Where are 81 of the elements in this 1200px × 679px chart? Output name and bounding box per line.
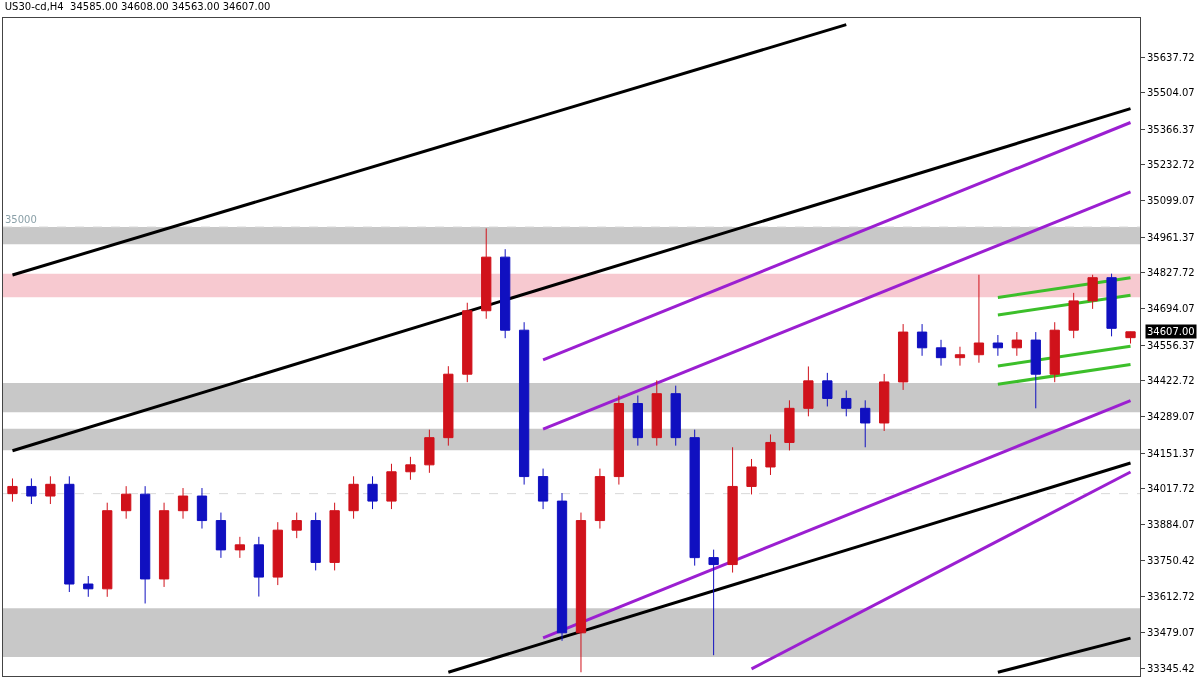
- candlestick: [1087, 274, 1098, 310]
- candlestick: [575, 512, 587, 673]
- candlestick: [746, 458, 757, 495]
- ref-line-label: 35000: [5, 214, 37, 225]
- candlestick: [291, 512, 302, 539]
- candlestick: [121, 485, 132, 520]
- candlestick: [424, 429, 435, 474]
- candlestick: [348, 475, 359, 520]
- candlestick: [670, 385, 681, 447]
- candlestick: [689, 429, 700, 567]
- candlestick: [954, 346, 966, 367]
- candlestick: [102, 502, 113, 598]
- candlestick: [139, 485, 151, 604]
- chart-title: US30-cd,H4 34585.00 34608.00 34563.00 34607.00: [4, 1, 271, 13]
- candlestick: [1068, 292, 1079, 339]
- candlestick: [367, 475, 378, 510]
- candlestick: [860, 399, 871, 448]
- candlestick: [1049, 321, 1060, 383]
- candlestick: [651, 379, 662, 447]
- candlestick: [1125, 331, 1136, 345]
- candlestick: [405, 456, 416, 481]
- candlestick: [1030, 331, 1041, 409]
- candlestick: [822, 372, 833, 407]
- y-tick-label: 34694.07: [1147, 303, 1195, 315]
- candlestick: [215, 512, 227, 559]
- candlestick: [518, 321, 530, 486]
- candlestick: [310, 512, 321, 571]
- y-tick-label: 33479.07: [1147, 627, 1195, 639]
- y-tick-label: 35504.07: [1147, 87, 1195, 99]
- candlestick: [973, 274, 985, 364]
- candlestick: [329, 502, 340, 571]
- candlestick: [784, 399, 795, 451]
- candlestick: [158, 502, 170, 588]
- y-tick-label: 34151.37: [1147, 447, 1195, 459]
- candlestick: [45, 475, 56, 505]
- y-tick-label: 35232.72: [1147, 159, 1195, 171]
- candlestick: [897, 323, 909, 391]
- candlestick: [803, 365, 814, 417]
- y-tick-label: 33884.07: [1147, 519, 1195, 531]
- candlestick: [500, 248, 511, 339]
- candlestick: [841, 389, 852, 417]
- candlestick: [177, 487, 189, 520]
- candlestick: [272, 521, 283, 586]
- candlestick: [234, 536, 246, 559]
- candlestick: [443, 365, 454, 447]
- candlestick: [1106, 273, 1117, 337]
- y-tick-label: 34017.72: [1147, 483, 1195, 495]
- y-tick-label: 33345.42: [1147, 662, 1195, 674]
- y-tick-label: 33612.72: [1147, 591, 1195, 603]
- candlestick: [727, 446, 738, 574]
- candlestick: [708, 549, 719, 656]
- y-tick-label: 34289.07: [1147, 411, 1195, 423]
- y-tick-label: 35366.37: [1147, 123, 1195, 135]
- candlestick: [83, 575, 94, 598]
- candlestick: [594, 468, 606, 530]
- candlestick: [462, 302, 473, 383]
- candlestick: [556, 492, 568, 642]
- candlestick: [1011, 331, 1022, 357]
- y-tick-label: 34556.37: [1147, 339, 1195, 351]
- y-tick-label: 35099.07: [1147, 195, 1195, 207]
- candlestick: [481, 227, 492, 320]
- candlestick: [916, 323, 928, 357]
- candlestick: [7, 477, 18, 503]
- candlestick: [632, 395, 643, 447]
- candlestick: [765, 433, 776, 476]
- y-tick-label: 33750.42: [1147, 554, 1195, 566]
- candlestick: [196, 487, 208, 530]
- candlestick: [253, 536, 264, 598]
- text: 34607.00: [1147, 326, 1195, 337]
- candlestick: [26, 477, 37, 505]
- y-tick-label: 34422.72: [1147, 375, 1195, 387]
- y-tick-label: 34827.72: [1147, 267, 1195, 279]
- candlestick: [879, 373, 890, 432]
- candlestick: [992, 334, 1004, 357]
- candlestick: [64, 475, 75, 593]
- y-tick-label: 34961.37: [1147, 231, 1195, 243]
- candlestick: [386, 463, 397, 510]
- y-tick-label: 35637.72: [1147, 51, 1195, 63]
- candlestick: [935, 339, 947, 367]
- candlestick: [537, 468, 549, 510]
- candlestick: [613, 395, 625, 486]
